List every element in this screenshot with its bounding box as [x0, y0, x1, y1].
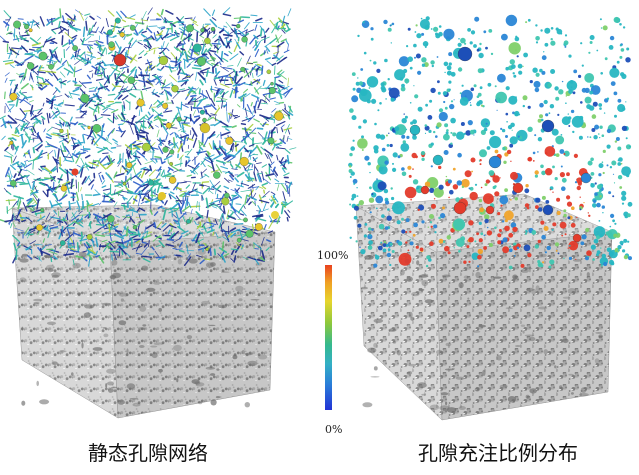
- rock-cube: [11, 204, 276, 419]
- right-caption: 孔隙充注比例分布: [418, 441, 578, 465]
- colorbar-max-label: 100%: [317, 249, 349, 262]
- rock-cube: [355, 193, 613, 421]
- colorbar: [325, 265, 332, 410]
- filling-ratio-bubbles: [348, 14, 633, 270]
- pore-filling-ratio-image: [348, 14, 633, 421]
- pore-filling-ratio-figure: [340, 0, 639, 432]
- left-caption: 静态孔隙网络: [88, 441, 208, 465]
- pore-network: [0, 7, 297, 267]
- colorbar-min-label: 0%: [325, 423, 343, 436]
- static-pore-network-image: [0, 7, 297, 419]
- static-pore-network-figure: [0, 0, 300, 432]
